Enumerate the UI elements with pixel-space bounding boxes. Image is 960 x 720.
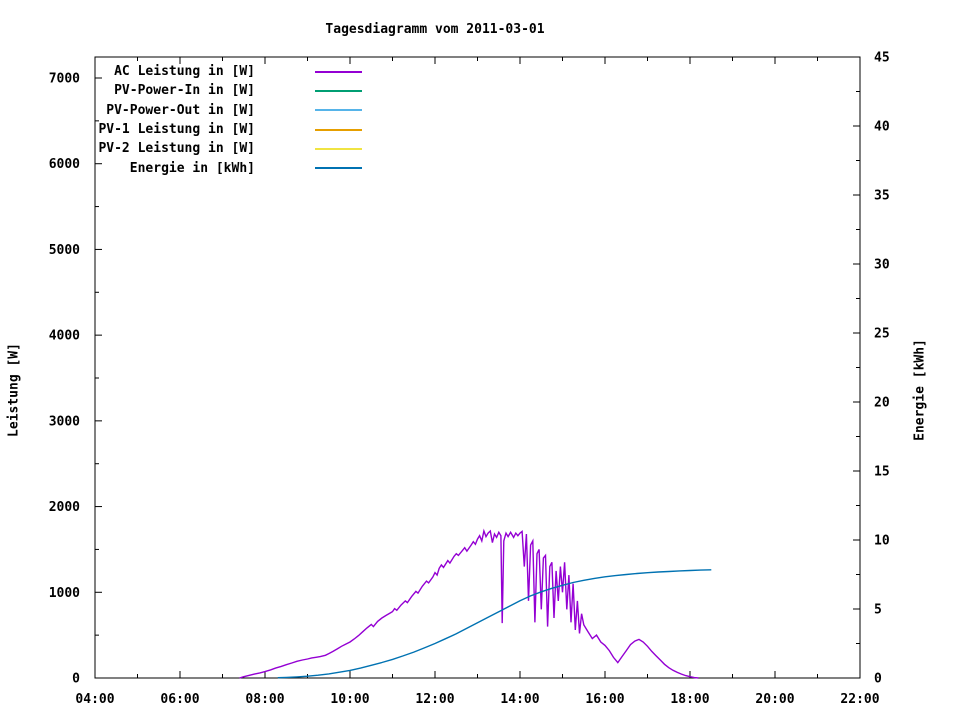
x-tick-label: 18:00 <box>670 692 709 707</box>
y-right-tick-label: 35 <box>874 189 890 204</box>
legend-label-pv1-leistung: PV-1 Leistung in [W] <box>98 122 255 138</box>
legend-item-pv-power-in: PV-Power-In in [W] <box>0 81 362 100</box>
legend-label-energie: Energie in [kWh] <box>129 160 255 176</box>
y-right-tick-label: 15 <box>874 465 890 480</box>
y-right-tick-label: 45 <box>874 51 890 66</box>
legend-item-pv2-leistung: PV-2 Leistung in [W] <box>0 139 362 158</box>
series-ac-leistung <box>239 528 699 679</box>
chart-title: Tagesdiagramm vom 2011-03-01 <box>325 22 545 37</box>
y-left-tick-label: 1000 <box>49 586 80 601</box>
y-right-tick-label: 30 <box>874 258 890 273</box>
legend-label-pv-power-in: PV-Power-In in [W] <box>114 83 255 99</box>
legend-item-ac-leistung: AC Leistung in [W] <box>0 62 362 81</box>
y-left-tick-label: 7000 <box>49 72 80 87</box>
x-tick-label: 10:00 <box>330 692 369 707</box>
y-right-tick-label: 25 <box>874 327 890 342</box>
y-right-tick-label: 40 <box>874 120 890 135</box>
x-tick-label: 22:00 <box>840 692 879 707</box>
y-right-tick-label: 10 <box>874 534 890 549</box>
legend-line-swatch-pv-power-in <box>315 89 362 92</box>
legend-label-ac-leistung: AC Leistung in [W] <box>114 64 255 80</box>
legend-label-pv2-leistung: PV-2 Leistung in [W] <box>98 141 255 157</box>
y-axis-label-right: Energie [kWh] <box>912 339 928 441</box>
x-tick-label: 20:00 <box>755 692 794 707</box>
y-left-tick-label: 0 <box>72 672 80 687</box>
legend-line-swatch-pv1-leistung <box>315 128 362 131</box>
y-left-tick-label: 2000 <box>49 500 80 515</box>
y-left-tick-label: 3000 <box>49 414 80 429</box>
y-left-tick-label: 6000 <box>49 157 80 172</box>
y-axis-label-left: Leistung [W] <box>6 343 22 437</box>
y-left-tick-label: 5000 <box>49 243 80 258</box>
legend-item-energie: Energie in [kWh] <box>0 158 362 177</box>
legend-item-pv1-leistung: PV-1 Leistung in [W] <box>0 120 362 139</box>
y-right-tick-label: 5 <box>874 603 882 618</box>
x-tick-label: 06:00 <box>160 692 199 707</box>
legend-label-pv-power-out: PV-Power-Out in [W] <box>106 102 255 118</box>
legend-item-pv-power-out: PV-Power-Out in [W] <box>0 101 362 120</box>
legend: AC Leistung in [W] PV-Power-In in [W] PV… <box>0 62 362 178</box>
x-tick-label: 12:00 <box>415 692 454 707</box>
x-tick-label: 08:00 <box>245 692 284 707</box>
y-right-tick-label: 20 <box>874 396 890 411</box>
series-energie <box>277 569 712 679</box>
x-tick-label: 04:00 <box>75 692 114 707</box>
legend-line-swatch-pv-power-out <box>315 109 362 112</box>
y-left-tick-label: 4000 <box>49 329 80 344</box>
legend-line-swatch-energie <box>315 167 362 170</box>
legend-line-swatch-ac-leistung <box>315 70 362 73</box>
y-right-tick-label: 0 <box>874 672 882 687</box>
legend-line-swatch-pv2-leistung <box>315 147 362 150</box>
x-tick-label: 16:00 <box>585 692 624 707</box>
x-tick-label: 14:00 <box>500 692 539 707</box>
